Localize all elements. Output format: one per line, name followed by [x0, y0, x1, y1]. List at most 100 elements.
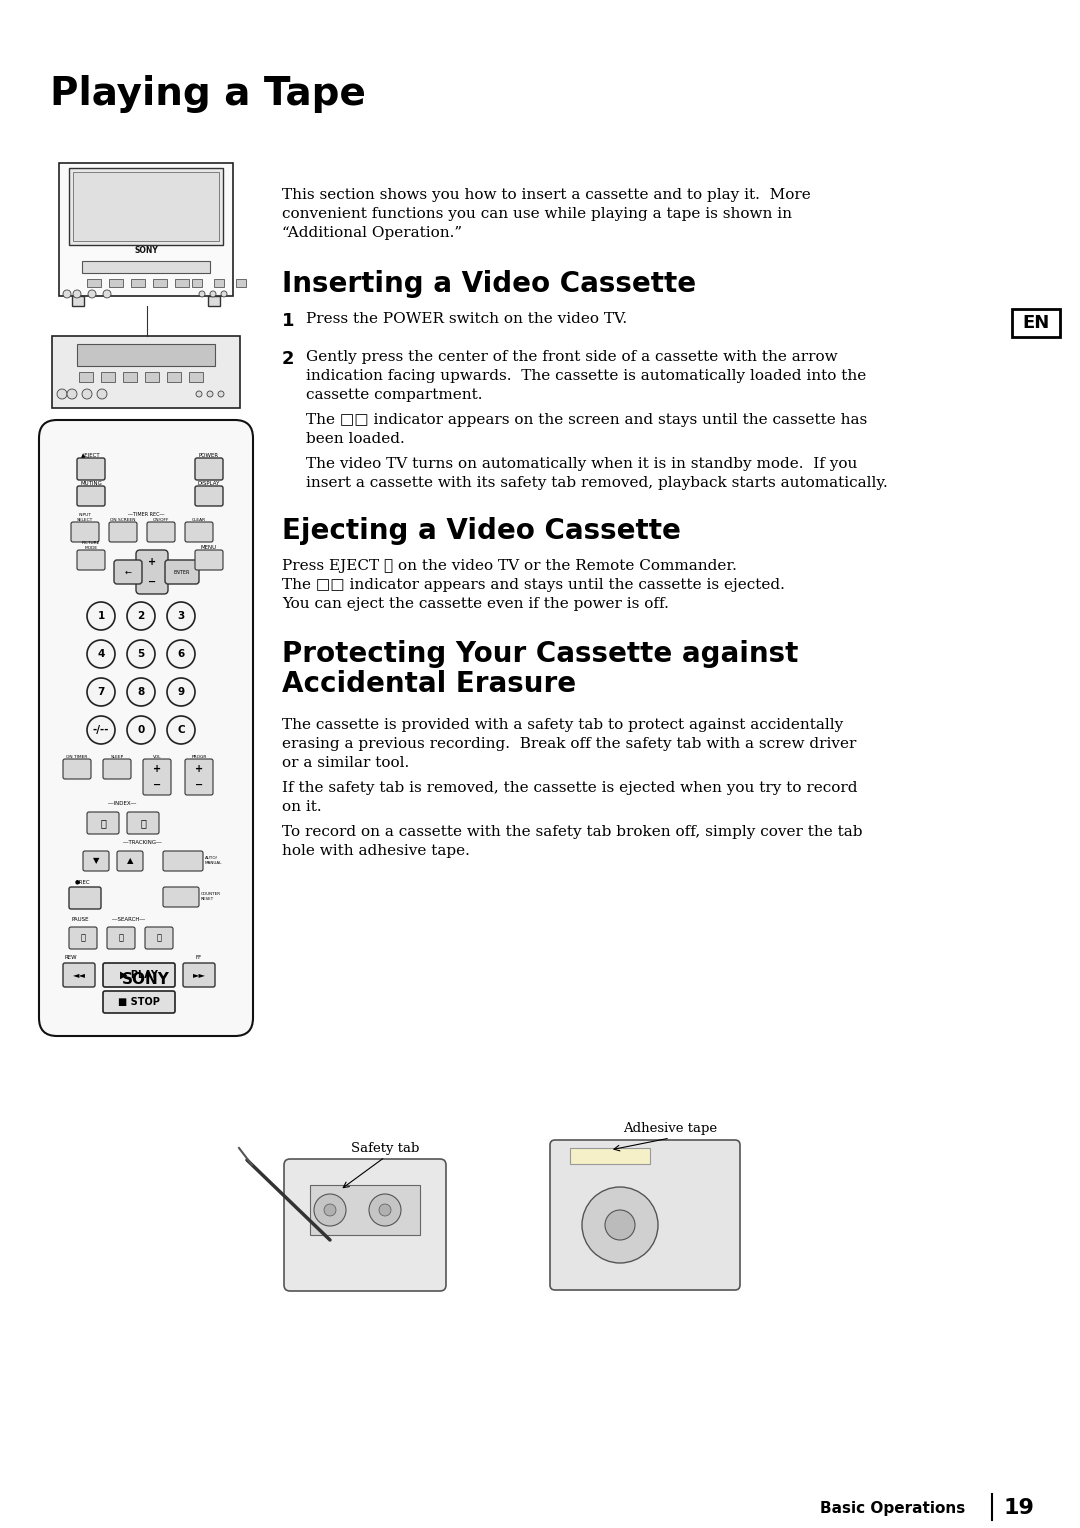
- Text: Press EJECT ⏫ on the video TV or the Remote Commander.: Press EJECT ⏫ on the video TV or the Rem…: [282, 559, 737, 573]
- Text: Adhesive tape: Adhesive tape: [623, 1122, 717, 1135]
- Text: ⏮: ⏮: [100, 817, 106, 828]
- Text: Ejecting a Video Cassette: Ejecting a Video Cassette: [282, 516, 680, 545]
- FancyBboxPatch shape: [103, 759, 131, 779]
- FancyBboxPatch shape: [117, 851, 143, 871]
- Bar: [82, 261, 210, 274]
- Text: ON/OFF: ON/OFF: [152, 518, 170, 523]
- Text: The □□ indicator appears and stays until the cassette is ejected.: The □□ indicator appears and stays until…: [282, 578, 785, 591]
- Circle shape: [379, 1204, 391, 1216]
- Text: SONY: SONY: [134, 246, 158, 255]
- Text: EN: EN: [1023, 313, 1050, 332]
- Circle shape: [195, 391, 202, 397]
- Text: hole with adhesive tape.: hole with adhesive tape.: [282, 843, 470, 859]
- Text: 3: 3: [177, 611, 185, 620]
- Text: −: −: [153, 779, 161, 790]
- Text: PAUSE: PAUSE: [71, 917, 89, 921]
- Bar: [310, 1186, 420, 1235]
- FancyBboxPatch shape: [185, 523, 213, 542]
- Text: MENU: MENU: [201, 545, 217, 550]
- Text: ―TRACKING―: ―TRACKING―: [123, 840, 161, 845]
- Text: +: +: [148, 558, 157, 567]
- Circle shape: [127, 640, 156, 668]
- Circle shape: [97, 390, 107, 399]
- Circle shape: [207, 391, 213, 397]
- FancyBboxPatch shape: [183, 963, 215, 987]
- Text: ⏩: ⏩: [157, 934, 162, 943]
- Text: +: +: [153, 764, 161, 775]
- FancyBboxPatch shape: [109, 523, 137, 542]
- Text: ON SCREEN: ON SCREEN: [110, 518, 136, 523]
- Text: +: +: [194, 764, 203, 775]
- Circle shape: [199, 290, 205, 296]
- FancyBboxPatch shape: [63, 759, 91, 779]
- Text: 7: 7: [97, 688, 105, 697]
- Text: ▲EJECT: ▲EJECT: [81, 452, 100, 458]
- Circle shape: [63, 290, 71, 298]
- Circle shape: [324, 1204, 336, 1216]
- Circle shape: [73, 290, 81, 298]
- Text: 4: 4: [97, 649, 105, 659]
- Text: ◄◄: ◄◄: [72, 970, 85, 979]
- Text: Press the POWER switch on the video TV.: Press the POWER switch on the video TV.: [306, 312, 627, 325]
- Circle shape: [127, 717, 156, 744]
- Bar: [167, 371, 181, 382]
- Text: ▼: ▼: [93, 857, 99, 865]
- Text: PROGR: PROGR: [191, 755, 206, 759]
- Text: ■ STOP: ■ STOP: [118, 996, 160, 1007]
- Text: ―TIMER REC―: ―TIMER REC―: [127, 512, 164, 516]
- Text: SLEEP: SLEEP: [110, 755, 123, 759]
- Circle shape: [103, 290, 111, 298]
- Text: “Additional Operation.”: “Additional Operation.”: [282, 226, 462, 240]
- Text: Inserting a Video Cassette: Inserting a Video Cassette: [282, 270, 697, 298]
- Bar: [237, 280, 246, 287]
- FancyBboxPatch shape: [550, 1140, 740, 1290]
- Text: SONY: SONY: [122, 972, 170, 987]
- Bar: [175, 280, 189, 287]
- FancyBboxPatch shape: [77, 458, 105, 480]
- Text: ▲: ▲: [126, 857, 133, 865]
- Text: Basic Operations: Basic Operations: [820, 1500, 966, 1516]
- FancyBboxPatch shape: [69, 886, 102, 909]
- Bar: [123, 371, 137, 382]
- Text: ―INDEX―: ―INDEX―: [108, 801, 136, 805]
- Text: ENTER: ENTER: [174, 570, 190, 575]
- Bar: [153, 280, 167, 287]
- Bar: [192, 280, 202, 287]
- Circle shape: [167, 602, 195, 630]
- Text: −: −: [148, 578, 157, 587]
- FancyBboxPatch shape: [52, 336, 240, 408]
- Text: This section shows you how to insert a cassette and to play it.  More: This section shows you how to insert a c…: [282, 188, 811, 202]
- Circle shape: [127, 602, 156, 630]
- Bar: [69, 168, 222, 244]
- FancyBboxPatch shape: [77, 486, 105, 506]
- Text: 19: 19: [1004, 1497, 1035, 1517]
- Circle shape: [369, 1193, 401, 1225]
- Text: ▶ PLAY: ▶ PLAY: [120, 970, 158, 979]
- Text: You can eject the cassette even if the power is off.: You can eject the cassette even if the p…: [282, 597, 669, 611]
- FancyBboxPatch shape: [83, 851, 109, 871]
- FancyBboxPatch shape: [136, 550, 168, 594]
- FancyBboxPatch shape: [195, 486, 222, 506]
- Circle shape: [167, 640, 195, 668]
- Text: DISPLAY: DISPLAY: [198, 481, 220, 486]
- Text: −: −: [194, 779, 203, 790]
- Bar: [102, 371, 114, 382]
- Circle shape: [67, 390, 77, 399]
- Circle shape: [57, 390, 67, 399]
- Text: FF: FF: [195, 955, 202, 960]
- FancyBboxPatch shape: [143, 759, 171, 795]
- Circle shape: [87, 678, 114, 706]
- Text: been loaded.: been loaded.: [306, 432, 405, 446]
- FancyBboxPatch shape: [71, 523, 99, 542]
- FancyBboxPatch shape: [145, 927, 173, 949]
- Text: convenient functions you can use while playing a tape is shown in: convenient functions you can use while p…: [282, 206, 792, 222]
- FancyBboxPatch shape: [39, 420, 253, 1036]
- FancyBboxPatch shape: [59, 163, 233, 296]
- Text: Protecting Your Cassette against: Protecting Your Cassette against: [282, 640, 798, 668]
- Text: C: C: [177, 724, 185, 735]
- Text: ●REC: ●REC: [75, 879, 91, 885]
- Circle shape: [87, 290, 96, 298]
- FancyBboxPatch shape: [114, 559, 141, 584]
- FancyBboxPatch shape: [69, 927, 97, 949]
- Text: Accidental Erasure: Accidental Erasure: [282, 669, 576, 698]
